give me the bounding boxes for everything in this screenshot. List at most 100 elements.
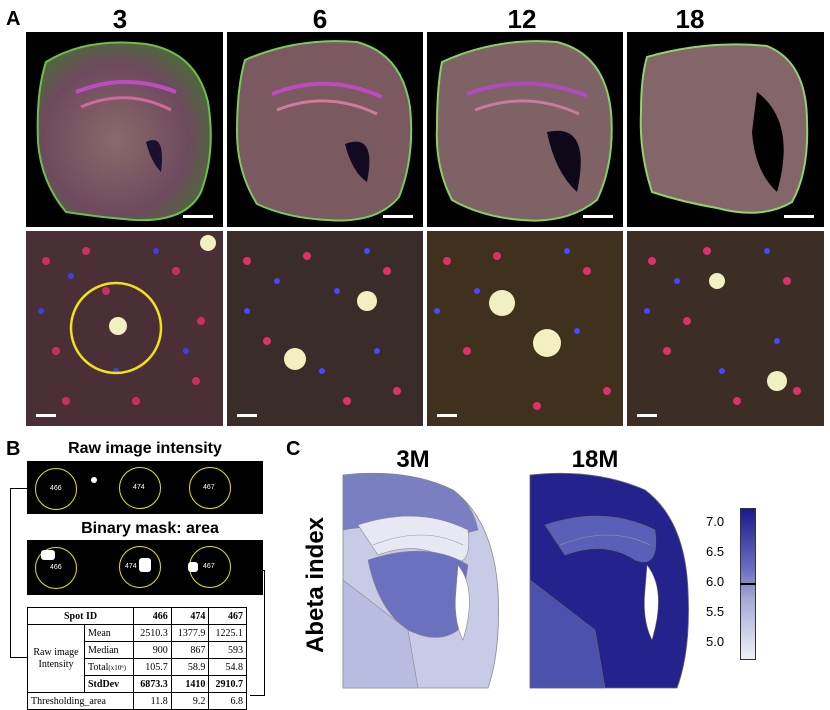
scale-bar xyxy=(237,414,257,417)
colorbar-tick: 7.0 xyxy=(706,514,725,529)
brain-section-3 xyxy=(26,32,223,227)
map-18m-title: 18M xyxy=(571,446,619,473)
brain-section-12 xyxy=(427,32,623,227)
colorbar-tick: 5.5 xyxy=(706,604,725,619)
row-label: StdDev xyxy=(83,675,135,693)
table-row: Thresholding_area 11.8 9.2 6.8 xyxy=(26,692,247,710)
table-cell: 54.8 xyxy=(208,658,247,676)
group-label-line2: Intensity xyxy=(38,658,74,670)
table-row: StdDev 6873.3 1410 2910.7 xyxy=(28,675,247,693)
spot-label: 466 xyxy=(50,485,62,492)
region xyxy=(544,515,657,563)
table-cell: 867 xyxy=(170,641,210,659)
spot-table: Spot ID 466 474 467 Raw image Intensity … xyxy=(26,607,247,710)
table-group-label: Raw image Intensity xyxy=(27,624,85,693)
brain-section-image xyxy=(36,41,212,222)
scale-bar xyxy=(784,215,814,218)
binary-mask-title: Binary mask: area xyxy=(81,520,219,537)
zoom-image xyxy=(427,231,623,426)
zoom-image xyxy=(227,231,423,426)
mask-blob xyxy=(188,562,198,572)
region xyxy=(367,550,469,638)
colorbar-tick: 6.5 xyxy=(706,544,725,559)
colorbar-marker xyxy=(740,583,756,585)
table-cell: 2910.7 xyxy=(208,675,247,693)
panel-c-letter: C xyxy=(286,438,301,460)
row-label: Total(x10⁶) xyxy=(83,658,135,676)
table-cell: 1377.9 xyxy=(170,624,210,642)
zoom-tile-3 xyxy=(26,231,223,426)
region xyxy=(357,515,470,563)
region xyxy=(559,534,651,546)
brain-section-image xyxy=(639,43,809,214)
raw-bracket xyxy=(10,488,27,658)
spot-label: 467 xyxy=(203,484,215,491)
row-label: Median xyxy=(83,641,135,659)
panel-a-letter: A xyxy=(6,8,21,30)
raw-image-title: Raw image intensity xyxy=(68,440,222,457)
spot-circle xyxy=(119,467,161,509)
spot-label: 474 xyxy=(125,563,137,570)
column-header-12: 12 xyxy=(507,4,537,34)
table-header-row: Spot ID 466 474 467 xyxy=(26,607,247,625)
row-label: Thresholding_area xyxy=(26,692,135,710)
map-3m-title: 3M xyxy=(396,446,430,473)
region xyxy=(372,534,464,546)
zoom-image xyxy=(26,231,223,426)
spot-label: 474 xyxy=(133,484,145,491)
row-label-sub: (x10⁶) xyxy=(108,663,127,672)
spot-circle xyxy=(35,547,77,589)
spot-label: 466 xyxy=(50,564,62,571)
table-cell: 58.9 xyxy=(170,658,210,676)
mask-bracket xyxy=(250,570,265,696)
zoom-image xyxy=(627,231,824,426)
table-row: Raw image Intensity Mean 2510.3 1377.9 1… xyxy=(27,624,247,693)
table-cell: 474 xyxy=(170,607,210,625)
column-header-18: 18 xyxy=(675,4,705,34)
panel-b-letter: B xyxy=(6,438,21,460)
table-cell: 900 xyxy=(133,641,172,659)
table-cell: 105.7 xyxy=(133,658,172,676)
region xyxy=(342,579,419,689)
spot-label: 467 xyxy=(203,563,215,570)
zoom-tile-6 xyxy=(227,231,423,426)
mask-blob xyxy=(41,550,55,560)
raw-image-strip: 466 474 467 xyxy=(27,461,263,514)
bright-spot xyxy=(91,477,97,483)
table-header-label: Spot ID xyxy=(26,607,135,625)
atlas-map-18m xyxy=(529,472,689,689)
group-label-line1: Raw image xyxy=(33,646,79,658)
table-row: Median 900 867 593 xyxy=(28,641,247,659)
atlas-map-3m xyxy=(342,472,499,689)
row-label-text: Total xyxy=(88,661,109,673)
table-cell: 466 xyxy=(133,607,172,625)
brain-section-18 xyxy=(627,32,824,227)
table-cell: 11.8 xyxy=(133,692,172,710)
spot-circle xyxy=(35,468,77,510)
table-row: Total(x10⁶) 105.7 58.9 54.8 xyxy=(28,658,247,676)
table-cell: 1225.1 xyxy=(208,624,247,642)
brain-section-image xyxy=(235,40,413,222)
scale-bar xyxy=(637,414,657,417)
ventricle xyxy=(455,564,470,641)
region xyxy=(529,579,606,689)
table-cell: 593 xyxy=(208,641,247,659)
mask-blob xyxy=(139,558,151,572)
scale-bar xyxy=(437,414,457,417)
scale-bar xyxy=(183,215,213,218)
zoom-tile-12 xyxy=(427,231,623,426)
table-cell: 6873.3 xyxy=(133,675,172,693)
column-header-6: 6 xyxy=(312,4,328,34)
colorbar-tick: 5.0 xyxy=(706,634,725,649)
spot-circle xyxy=(119,546,161,588)
column-header-3: 3 xyxy=(112,4,128,34)
brain-section-image xyxy=(435,40,613,222)
scale-bar xyxy=(36,414,56,417)
table-cell: 2510.3 xyxy=(133,624,172,642)
binary-mask-strip: 466 474 467 xyxy=(27,540,263,595)
spot-circle xyxy=(189,467,231,509)
brain-section-6 xyxy=(227,32,423,227)
colorbar-tick: 6.0 xyxy=(706,574,725,589)
table-cell: 9.2 xyxy=(170,692,210,710)
abeta-index-label: Abeta index xyxy=(302,516,329,654)
